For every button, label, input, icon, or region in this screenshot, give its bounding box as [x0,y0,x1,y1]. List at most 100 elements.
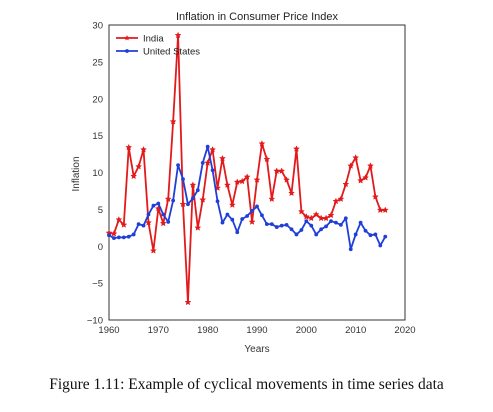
data-point-india [174,31,182,39]
data-point-india [253,176,261,183]
data-point-india [307,214,315,222]
data-point-united-states [146,212,151,217]
data-point-india [288,189,296,197]
data-point-india [263,155,271,163]
legend-marker-united-states [125,49,129,53]
data-point-united-states [136,222,141,227]
data-point-united-states [299,228,304,232]
series-india [105,31,389,306]
plot-border [108,24,406,321]
data-point-united-states [383,234,388,239]
data-point-india [184,298,192,306]
data-point-india [371,193,379,200]
data-point-united-states [324,224,328,229]
data-point-united-states [131,232,136,237]
y-tick-label: 10 [92,168,103,179]
x-tick-label: 2010 [345,325,366,336]
x-tick-label: 1980 [197,325,218,336]
y-tick-label: −10 [87,316,103,327]
data-point-united-states [141,223,146,228]
data-point-india [179,200,187,208]
data-point-united-states [343,216,348,221]
data-point-united-states [245,214,250,218]
data-point-united-states [378,243,383,248]
data-point-india [248,218,256,225]
data-point-united-states [151,203,156,208]
data-point-india [135,162,143,170]
data-point-united-states [225,212,230,217]
data-point-united-states [309,223,314,228]
data-point-united-states [304,219,309,224]
data-point-united-states [107,233,111,238]
data-point-united-states [260,213,264,218]
data-point-india [362,174,370,181]
plot-area [108,24,406,321]
data-point-united-states [353,232,358,237]
data-point-united-states [294,232,299,237]
data-point-india [140,145,148,153]
data-point-india [312,210,320,218]
figure-caption: Figure 1.11: Example of cyclical movemen… [49,376,444,393]
data-point-united-states [264,222,269,227]
data-point-united-states [279,223,284,228]
data-point-india [381,206,389,214]
data-point-united-states [200,161,205,165]
data-point-india [159,219,167,227]
data-point-united-states [205,144,210,149]
data-point-united-states [112,236,116,241]
data-point-united-states [284,222,289,227]
data-point-india [199,196,207,203]
data-point-united-states [121,235,126,240]
data-point-united-states [269,222,274,227]
data-point-united-states [363,228,368,233]
data-point-india [164,195,172,203]
y-tick-label: 5 [98,205,103,216]
data-point-united-states [126,234,131,239]
data-point-united-states [334,220,338,225]
data-point-united-states [358,220,363,225]
data-point-india [278,167,286,174]
data-point-india [283,176,291,183]
data-point-india [130,172,138,180]
y-axis-label: Inflation [71,156,82,191]
data-point-india [233,178,241,186]
data-point-united-states [190,196,195,201]
data-point-india [110,230,118,237]
data-point-india [120,221,128,228]
data-point-united-states [329,219,333,224]
data-point-united-states [176,163,180,168]
data-point-india [169,117,177,125]
legend-marker-india [124,35,130,41]
data-point-india [297,207,305,215]
data-point-united-states [274,225,279,229]
x-tick-label: 2000 [296,325,317,336]
y-tick-label: 15 [92,131,103,142]
data-point-united-states [186,202,190,207]
data-point-india [332,197,340,205]
data-point-india [342,180,350,188]
y-tick-label: −5 [92,279,103,290]
y-tick-label: 30 [92,21,103,32]
chart-title: Inflation in Consumer Price Index [176,11,339,23]
x-tick-label: 1970 [148,325,169,336]
x-tick-label: 1990 [246,325,267,336]
data-point-united-states [230,217,235,222]
data-point-united-states [250,208,254,213]
inflation-chart: Inflation in Consumer Price Index 1960 19… [71,11,416,355]
x-axis-label: Years [244,344,269,355]
data-point-united-states [348,247,353,252]
data-point-india [209,145,217,153]
data-point-united-states [220,220,225,225]
axis-ticks: 1960 1970 1980 1990 2000 2010 2020 −10 −5 0 5 10 15 2… [87,21,416,337]
data-point-india [268,195,276,203]
data-point-india [125,143,133,151]
data-point-india [238,177,246,185]
x-tick-label: 1960 [98,325,119,336]
data-point-india [327,211,335,219]
y-tick-label: 25 [92,57,103,68]
data-point-united-states [161,212,166,217]
data-point-india [347,162,355,169]
data-point-india [322,214,330,222]
data-point-united-states [373,232,378,237]
data-point-united-states [156,201,161,206]
